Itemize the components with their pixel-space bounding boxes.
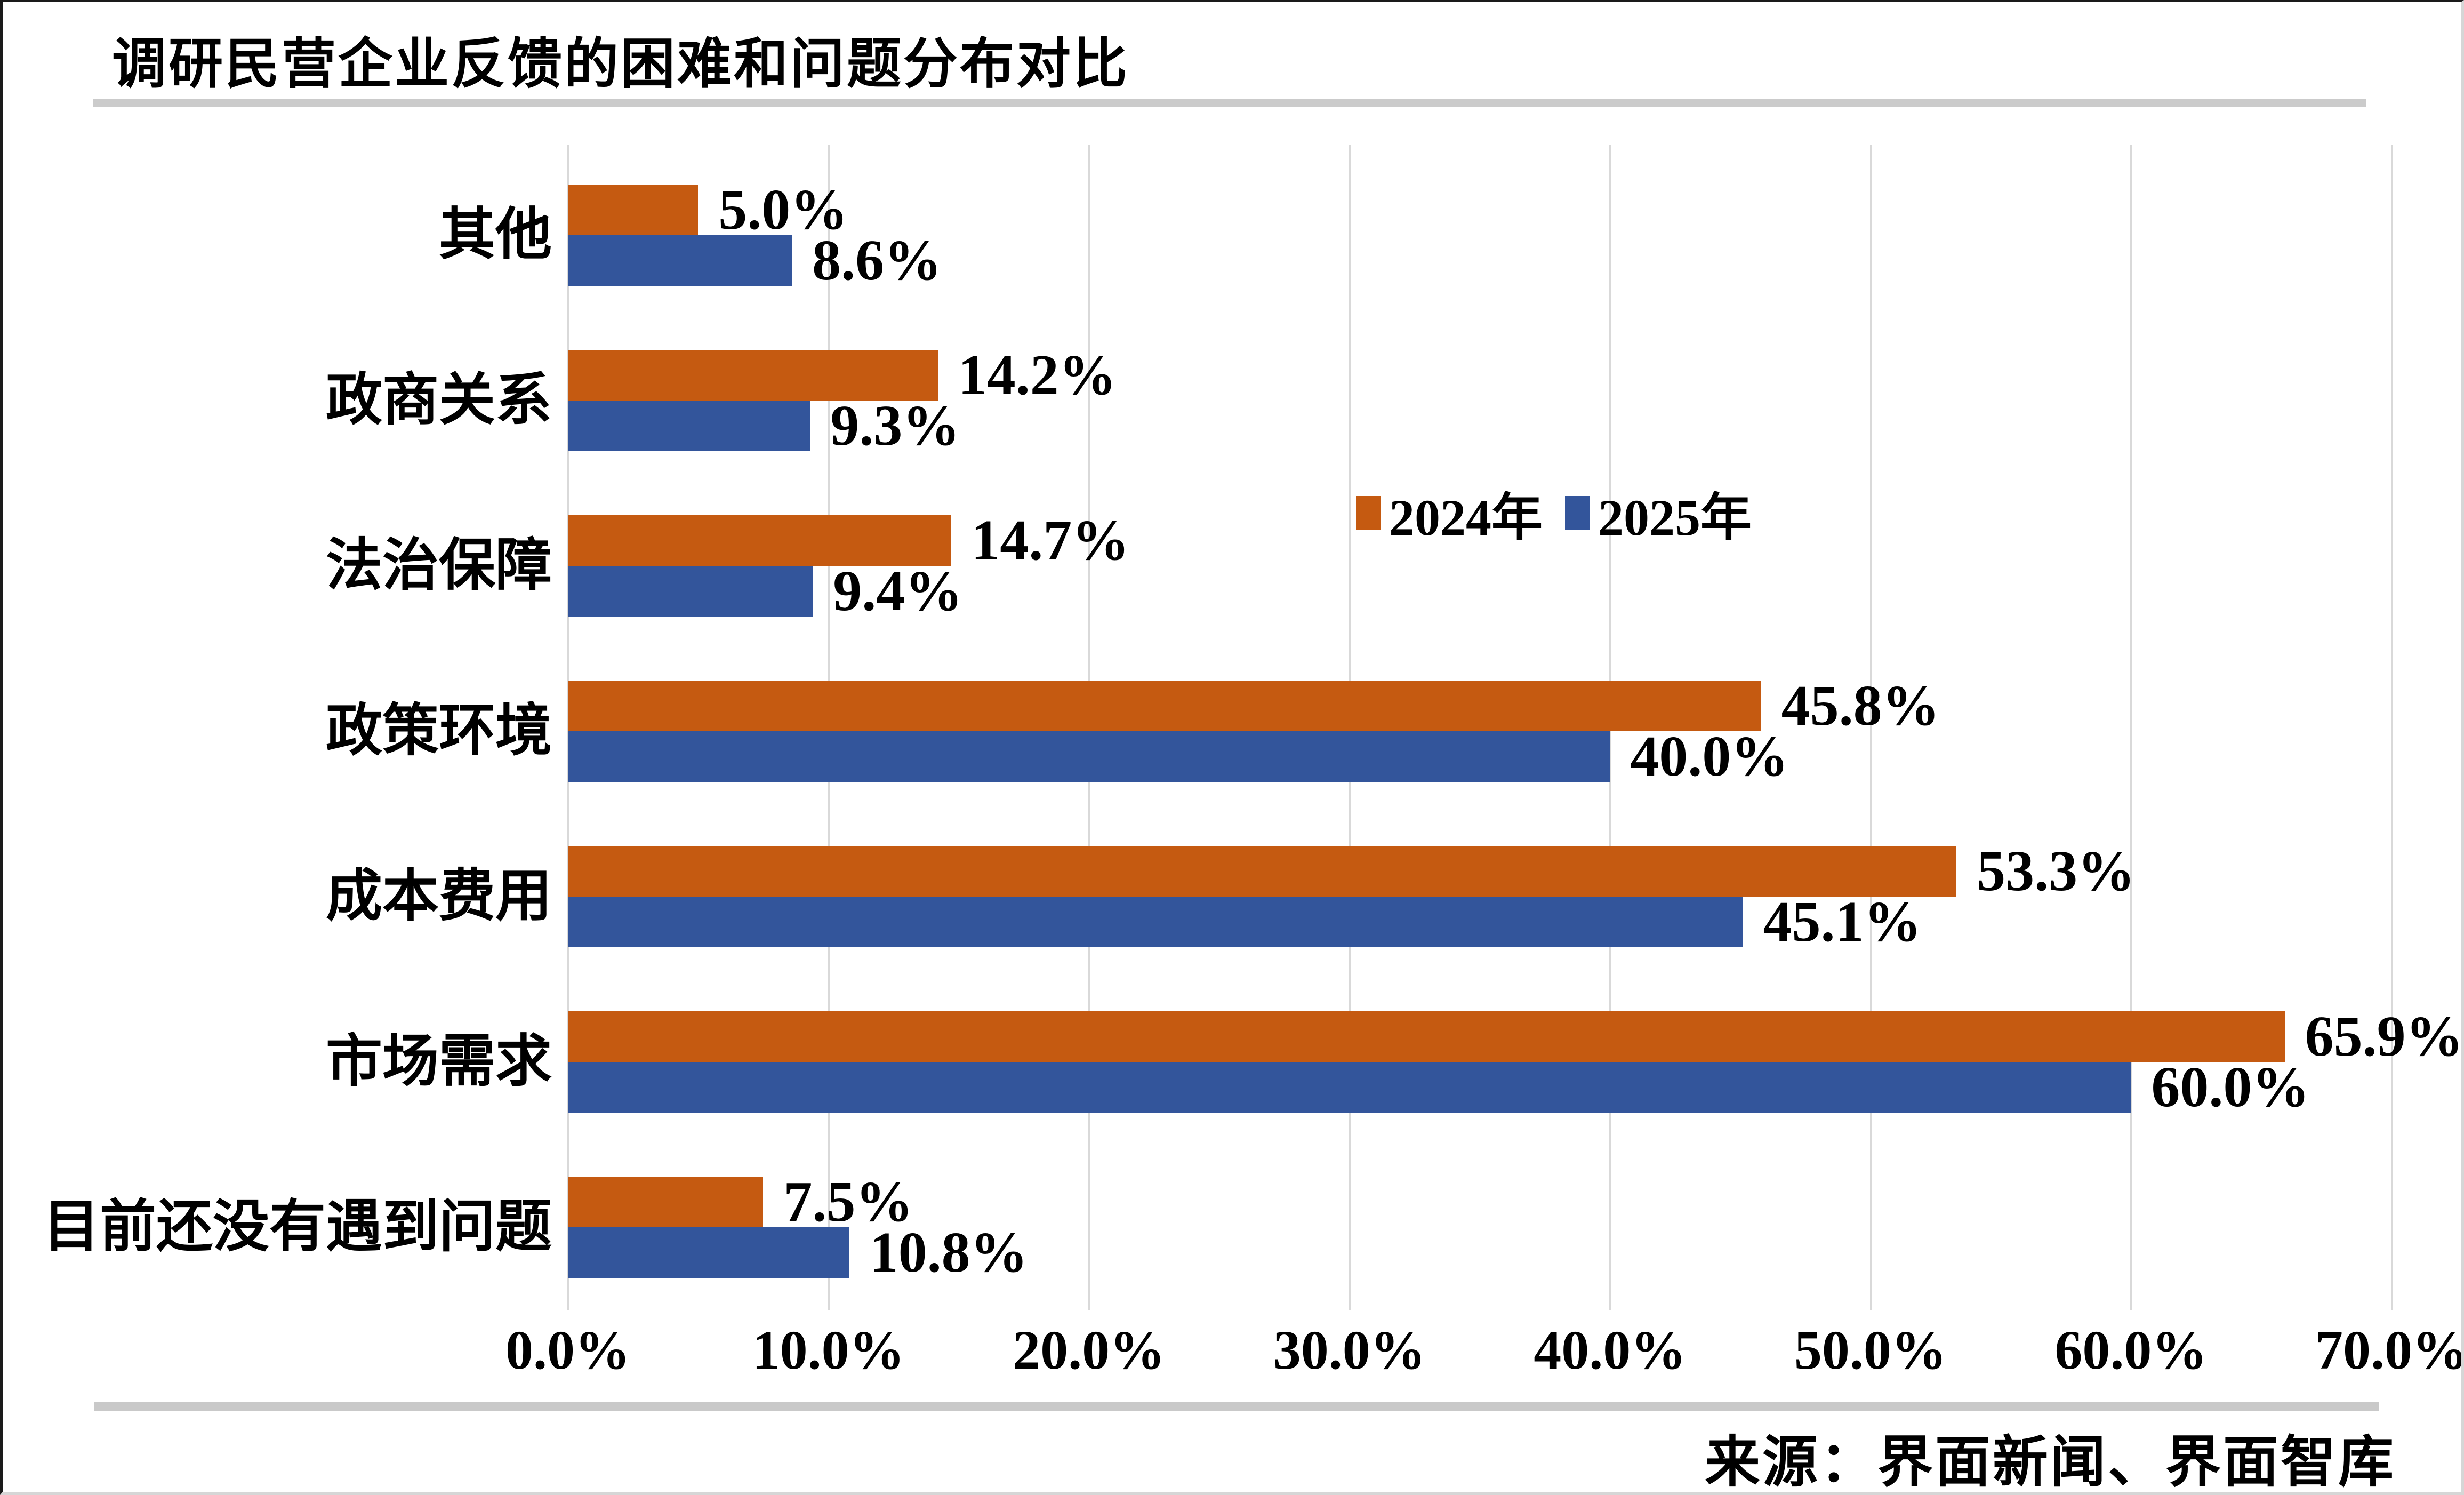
value-label: 65.9% (2305, 1005, 2463, 1068)
bar-series-2 (568, 731, 1610, 782)
bar-series-2 (568, 401, 810, 451)
gridline (2391, 145, 2393, 1310)
category-label: 市场需求 (326, 1030, 552, 1093)
title-underline (93, 99, 2366, 107)
legend-swatch-icon (1356, 495, 1381, 530)
gridline (2130, 145, 2132, 1310)
bar-series-1 (568, 185, 699, 235)
value-label: 53.3% (1977, 840, 2136, 903)
bar-series-1 (568, 1177, 764, 1227)
value-label: 40.0% (1630, 725, 1789, 788)
value-label: 45.1% (1763, 890, 1922, 954)
x-axis-tick-label: 60.0% (2054, 1320, 2208, 1381)
legend-item-series-1: 2024年 (1356, 476, 1543, 550)
category-label: 成本费用 (326, 865, 552, 928)
x-axis-tick-label: 20.0% (1013, 1320, 1166, 1381)
value-label: 7.5% (783, 1170, 913, 1234)
source-credit: 来源：界面新闻、界面智库 (1704, 1432, 2396, 1493)
bar-series-2 (568, 897, 1743, 947)
value-label: 9.3% (830, 394, 960, 458)
bar-series-1 (568, 681, 1761, 731)
x-axis-tick-label: 0.0% (505, 1320, 630, 1381)
value-label: 8.6% (812, 229, 942, 292)
legend-label: 2024年 (1389, 489, 1543, 546)
value-label: 14.2% (958, 343, 1117, 407)
x-axis-tick-label: 10.0% (752, 1320, 905, 1381)
gridline (1869, 145, 1872, 1310)
bar-series-2 (568, 1227, 849, 1278)
category-label: 法治保障 (326, 534, 552, 597)
bar-series-1 (568, 1011, 2285, 1062)
bar-series-2 (568, 235, 792, 286)
value-label: 10.8% (869, 1221, 1028, 1284)
x-axis-tick-label: 40.0% (1534, 1320, 1687, 1381)
legend-swatch-icon (1565, 495, 1590, 530)
bar-series-1 (568, 350, 938, 401)
plot-area: 0.0% 10.0% 20.0% 30.0% 40.0% 50.0% 60.0% 70.0% 其… (3, 2, 2461, 1492)
value-label: 14.7% (971, 509, 1130, 572)
x-axis-tick-label: 70.0% (2315, 1320, 2464, 1381)
x-axis-tick-label: 50.0% (1794, 1320, 1947, 1381)
value-label: 60.0% (2151, 1056, 2310, 1119)
x-axis-tick-label: 30.0% (1273, 1320, 1426, 1381)
bottom-divider (94, 1402, 2379, 1411)
category-label: 目前还没有遇到问题 (43, 1196, 552, 1258)
category-label: 其他 (439, 204, 552, 266)
category-label: 政策环境 (326, 700, 552, 762)
chart-title: 调研民营企业反馈的困难和问题分布对比 (112, 35, 1129, 95)
legend: 2024年 2025年 (1356, 476, 1752, 550)
legend-item-series-2: 2025年 (1565, 476, 1752, 550)
value-label: 45.8% (1781, 674, 1940, 738)
bar-series-1 (568, 846, 1957, 897)
legend-label: 2025年 (1598, 489, 1752, 546)
category-label: 政商关系 (326, 369, 552, 431)
bar-series-2 (568, 1062, 2131, 1113)
bar-series-1 (568, 515, 951, 566)
value-label: 5.0% (718, 178, 848, 242)
bar-series-2 (568, 566, 813, 617)
value-label: 9.4% (833, 559, 963, 623)
